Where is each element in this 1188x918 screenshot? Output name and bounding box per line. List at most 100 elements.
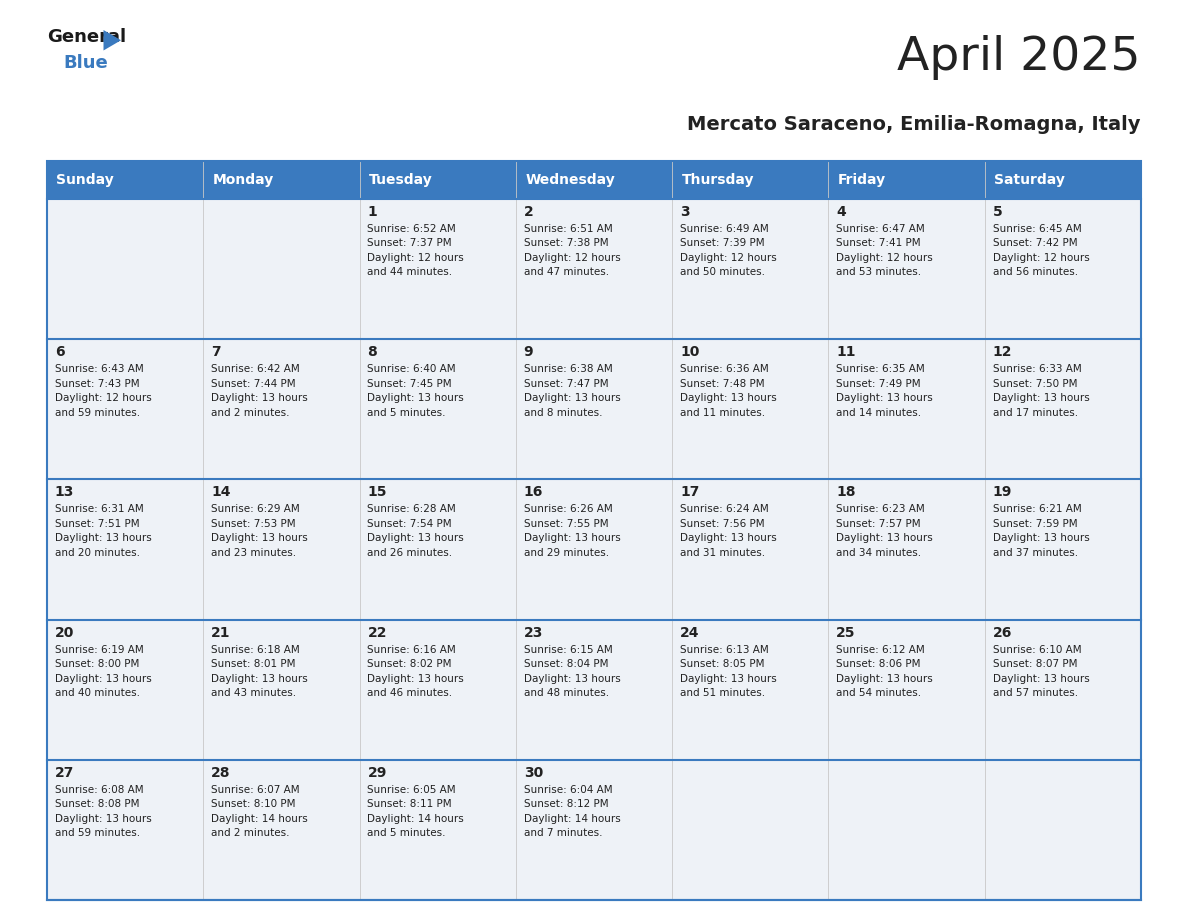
Text: 12: 12 — [992, 345, 1012, 359]
Text: and 23 minutes.: and 23 minutes. — [211, 548, 296, 558]
Bar — [985, 479, 1140, 620]
Text: Sunrise: 6:47 AM: Sunrise: 6:47 AM — [836, 224, 925, 234]
Text: and 57 minutes.: and 57 minutes. — [992, 688, 1078, 698]
Text: Daylight: 12 hours: Daylight: 12 hours — [680, 253, 777, 263]
Polygon shape — [103, 30, 121, 50]
Text: Daylight: 12 hours: Daylight: 12 hours — [55, 393, 152, 403]
Text: Daylight: 13 hours: Daylight: 13 hours — [55, 674, 152, 684]
Text: 8: 8 — [367, 345, 377, 359]
Bar — [203, 339, 360, 479]
Bar — [516, 760, 672, 900]
Text: Sunset: 8:12 PM: Sunset: 8:12 PM — [524, 800, 608, 810]
Text: Daylight: 13 hours: Daylight: 13 hours — [524, 533, 620, 543]
Text: Mercato Saraceno, Emilia-Romagna, Italy: Mercato Saraceno, Emilia-Romagna, Italy — [688, 115, 1140, 134]
Text: and 5 minutes.: and 5 minutes. — [367, 408, 446, 418]
Text: and 50 minutes.: and 50 minutes. — [680, 267, 765, 277]
Text: Sunrise: 6:52 AM: Sunrise: 6:52 AM — [367, 224, 456, 234]
Bar — [48, 339, 203, 479]
Text: Daylight: 13 hours: Daylight: 13 hours — [836, 674, 933, 684]
Text: and 14 minutes.: and 14 minutes. — [836, 408, 922, 418]
Text: Sunset: 7:37 PM: Sunset: 7:37 PM — [367, 239, 451, 249]
Text: Sunrise: 6:23 AM: Sunrise: 6:23 AM — [836, 504, 925, 514]
Text: Sunset: 7:56 PM: Sunset: 7:56 PM — [680, 519, 765, 529]
Text: Sunrise: 6:43 AM: Sunrise: 6:43 AM — [55, 364, 144, 375]
Text: Sunset: 8:01 PM: Sunset: 8:01 PM — [211, 659, 296, 669]
Text: Sunrise: 6:08 AM: Sunrise: 6:08 AM — [55, 785, 144, 795]
Text: Sunset: 8:02 PM: Sunset: 8:02 PM — [367, 659, 451, 669]
Bar — [672, 479, 828, 620]
Text: Sunrise: 6:40 AM: Sunrise: 6:40 AM — [367, 364, 456, 375]
Text: and 11 minutes.: and 11 minutes. — [680, 408, 765, 418]
Text: and 44 minutes.: and 44 minutes. — [367, 267, 453, 277]
Text: 2: 2 — [524, 205, 533, 219]
Text: Sunset: 7:55 PM: Sunset: 7:55 PM — [524, 519, 608, 529]
Text: Daylight: 13 hours: Daylight: 13 hours — [836, 533, 933, 543]
Text: Daylight: 14 hours: Daylight: 14 hours — [367, 813, 465, 823]
Text: Daylight: 13 hours: Daylight: 13 hours — [211, 393, 308, 403]
Text: Daylight: 13 hours: Daylight: 13 hours — [524, 393, 620, 403]
Bar — [828, 339, 985, 479]
Bar — [48, 760, 203, 900]
Text: and 51 minutes.: and 51 minutes. — [680, 688, 765, 698]
Text: 24: 24 — [680, 625, 700, 640]
Text: Daylight: 13 hours: Daylight: 13 hours — [680, 533, 777, 543]
Text: Daylight: 12 hours: Daylight: 12 hours — [367, 253, 465, 263]
Text: 22: 22 — [367, 625, 387, 640]
Bar — [516, 479, 672, 620]
Text: April 2025: April 2025 — [897, 35, 1140, 80]
Bar — [516, 199, 672, 339]
Text: and 37 minutes.: and 37 minutes. — [992, 548, 1078, 558]
Bar — [48, 161, 1140, 199]
Text: Daylight: 13 hours: Daylight: 13 hours — [992, 533, 1089, 543]
Bar — [360, 620, 516, 760]
Text: and 47 minutes.: and 47 minutes. — [524, 267, 608, 277]
Text: Sunday: Sunday — [56, 173, 114, 187]
Text: Sunrise: 6:15 AM: Sunrise: 6:15 AM — [524, 644, 613, 655]
Text: Monday: Monday — [213, 173, 274, 187]
Text: Sunrise: 6:16 AM: Sunrise: 6:16 AM — [367, 644, 456, 655]
Text: Sunset: 7:45 PM: Sunset: 7:45 PM — [367, 379, 451, 388]
Text: and 40 minutes.: and 40 minutes. — [55, 688, 140, 698]
Bar — [203, 199, 360, 339]
Text: Sunrise: 6:10 AM: Sunrise: 6:10 AM — [992, 644, 1081, 655]
Text: 5: 5 — [992, 205, 1003, 219]
Text: 26: 26 — [992, 625, 1012, 640]
Text: Sunset: 7:44 PM: Sunset: 7:44 PM — [211, 379, 296, 388]
Text: 14: 14 — [211, 486, 230, 499]
Text: 20: 20 — [55, 625, 74, 640]
Text: Daylight: 12 hours: Daylight: 12 hours — [992, 253, 1089, 263]
Text: Sunrise: 6:05 AM: Sunrise: 6:05 AM — [367, 785, 456, 795]
Text: Wednesday: Wednesday — [525, 173, 615, 187]
Text: Sunrise: 6:42 AM: Sunrise: 6:42 AM — [211, 364, 299, 375]
Bar — [672, 339, 828, 479]
Text: 1: 1 — [367, 205, 377, 219]
Text: Sunset: 7:43 PM: Sunset: 7:43 PM — [55, 379, 139, 388]
Text: Daylight: 12 hours: Daylight: 12 hours — [524, 253, 620, 263]
Text: and 46 minutes.: and 46 minutes. — [367, 688, 453, 698]
Text: Sunrise: 6:35 AM: Sunrise: 6:35 AM — [836, 364, 925, 375]
Text: Daylight: 13 hours: Daylight: 13 hours — [680, 393, 777, 403]
Text: 18: 18 — [836, 486, 855, 499]
Text: and 26 minutes.: and 26 minutes. — [367, 548, 453, 558]
Text: 25: 25 — [836, 625, 855, 640]
Text: and 48 minutes.: and 48 minutes. — [524, 688, 608, 698]
Text: Daylight: 13 hours: Daylight: 13 hours — [55, 813, 152, 823]
Text: Sunrise: 6:04 AM: Sunrise: 6:04 AM — [524, 785, 612, 795]
Text: Sunrise: 6:36 AM: Sunrise: 6:36 AM — [680, 364, 769, 375]
Text: Tuesday: Tuesday — [369, 173, 432, 187]
Text: and 2 minutes.: and 2 minutes. — [211, 828, 290, 838]
Text: Sunrise: 6:19 AM: Sunrise: 6:19 AM — [55, 644, 144, 655]
Text: and 2 minutes.: and 2 minutes. — [211, 408, 290, 418]
Text: Sunrise: 6:38 AM: Sunrise: 6:38 AM — [524, 364, 613, 375]
Text: 21: 21 — [211, 625, 230, 640]
Bar — [985, 760, 1140, 900]
Bar — [203, 760, 360, 900]
Text: and 59 minutes.: and 59 minutes. — [55, 828, 140, 838]
Text: Sunrise: 6:29 AM: Sunrise: 6:29 AM — [211, 504, 299, 514]
Text: 11: 11 — [836, 345, 855, 359]
Text: and 5 minutes.: and 5 minutes. — [367, 828, 446, 838]
Bar — [203, 479, 360, 620]
Text: Daylight: 13 hours: Daylight: 13 hours — [211, 674, 308, 684]
Text: 17: 17 — [680, 486, 700, 499]
Text: and 20 minutes.: and 20 minutes. — [55, 548, 140, 558]
